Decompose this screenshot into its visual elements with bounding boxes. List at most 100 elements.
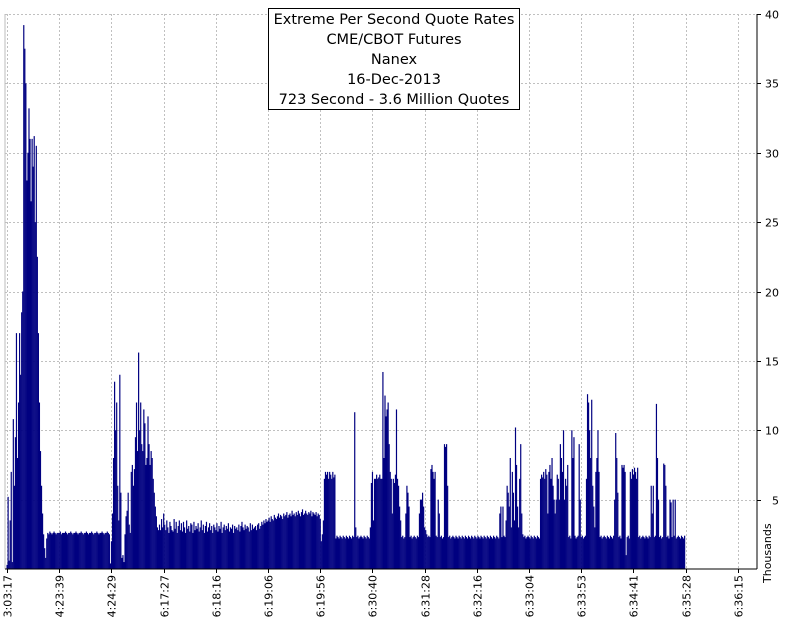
bar [7, 496, 9, 569]
bar [485, 538, 487, 569]
bar [410, 535, 412, 569]
bar [220, 521, 222, 569]
bar [645, 535, 647, 569]
y-tick-label-0: 5 [772, 495, 779, 508]
bar [236, 527, 238, 570]
bar [369, 527, 371, 570]
bar [656, 458, 659, 569]
bar [253, 527, 256, 570]
bar [298, 513, 300, 569]
bar [133, 469, 136, 569]
bar [384, 395, 386, 569]
bar-series [6, 25, 686, 570]
bar [462, 537, 464, 569]
bar [76, 532, 78, 569]
bar [164, 524, 166, 569]
bar [30, 201, 32, 569]
bar [433, 478, 435, 569]
bar [565, 478, 567, 569]
bar [234, 525, 236, 569]
bar [385, 416, 387, 570]
bar [443, 444, 446, 570]
bar [376, 474, 378, 569]
bar [84, 532, 86, 569]
bar [143, 409, 145, 569]
chart-title-line-5: 723 Second - 3.6 Million Quotes [278, 92, 510, 108]
bar [72, 534, 74, 569]
bar [103, 534, 105, 569]
bar [209, 523, 211, 569]
bar [677, 535, 679, 569]
bar [119, 374, 121, 569]
bar [516, 506, 519, 569]
bar [502, 506, 504, 569]
bar [115, 430, 117, 569]
bar [293, 513, 295, 569]
bar [372, 520, 375, 569]
bar [75, 531, 77, 569]
bar [627, 535, 629, 569]
bar [233, 532, 235, 569]
bar [489, 535, 492, 569]
bar [63, 532, 66, 569]
bar [644, 538, 646, 569]
y-axis-label: Thousands [761, 523, 774, 584]
bar [305, 510, 307, 569]
bar [193, 521, 195, 569]
bar [332, 471, 334, 570]
bar [227, 523, 229, 569]
bar [290, 516, 292, 569]
bar [623, 464, 625, 569]
bar [8, 560, 10, 569]
bar [308, 512, 310, 569]
bar [628, 538, 630, 569]
bar [633, 467, 636, 569]
bar [47, 532, 49, 569]
bar [678, 537, 680, 569]
bar [514, 427, 517, 569]
bar [472, 537, 474, 569]
bar [254, 525, 257, 569]
bar [536, 535, 539, 569]
bar [646, 537, 648, 569]
bar [126, 510, 128, 569]
bar [429, 537, 431, 569]
bar [194, 530, 196, 569]
bar [211, 525, 213, 569]
bar [371, 471, 374, 570]
bar [150, 451, 152, 569]
bar [198, 531, 200, 569]
bar [255, 530, 258, 569]
bar [437, 499, 439, 570]
bar [663, 463, 665, 569]
bar [551, 458, 553, 569]
bar [544, 478, 546, 569]
bar [180, 523, 183, 569]
bar [468, 537, 471, 569]
bar [418, 513, 421, 569]
bar [533, 535, 535, 569]
bar [188, 525, 190, 569]
bar [618, 537, 620, 569]
bar [301, 509, 304, 569]
bar [337, 537, 339, 569]
bar [333, 477, 335, 569]
bar [654, 535, 656, 569]
bar [681, 537, 684, 569]
bar [117, 485, 119, 569]
bar [421, 492, 424, 569]
bar [15, 333, 18, 570]
bar [566, 485, 568, 569]
bar [274, 517, 276, 569]
bar [547, 513, 549, 569]
bar [242, 527, 244, 570]
bar [600, 535, 602, 569]
bar [170, 525, 172, 569]
bar [370, 482, 373, 569]
bar [402, 535, 404, 569]
bar [268, 517, 270, 569]
x-tick-label-12: 6:34:41 [628, 575, 641, 617]
bar [70, 531, 72, 569]
bar [314, 514, 316, 569]
bar [674, 499, 676, 570]
